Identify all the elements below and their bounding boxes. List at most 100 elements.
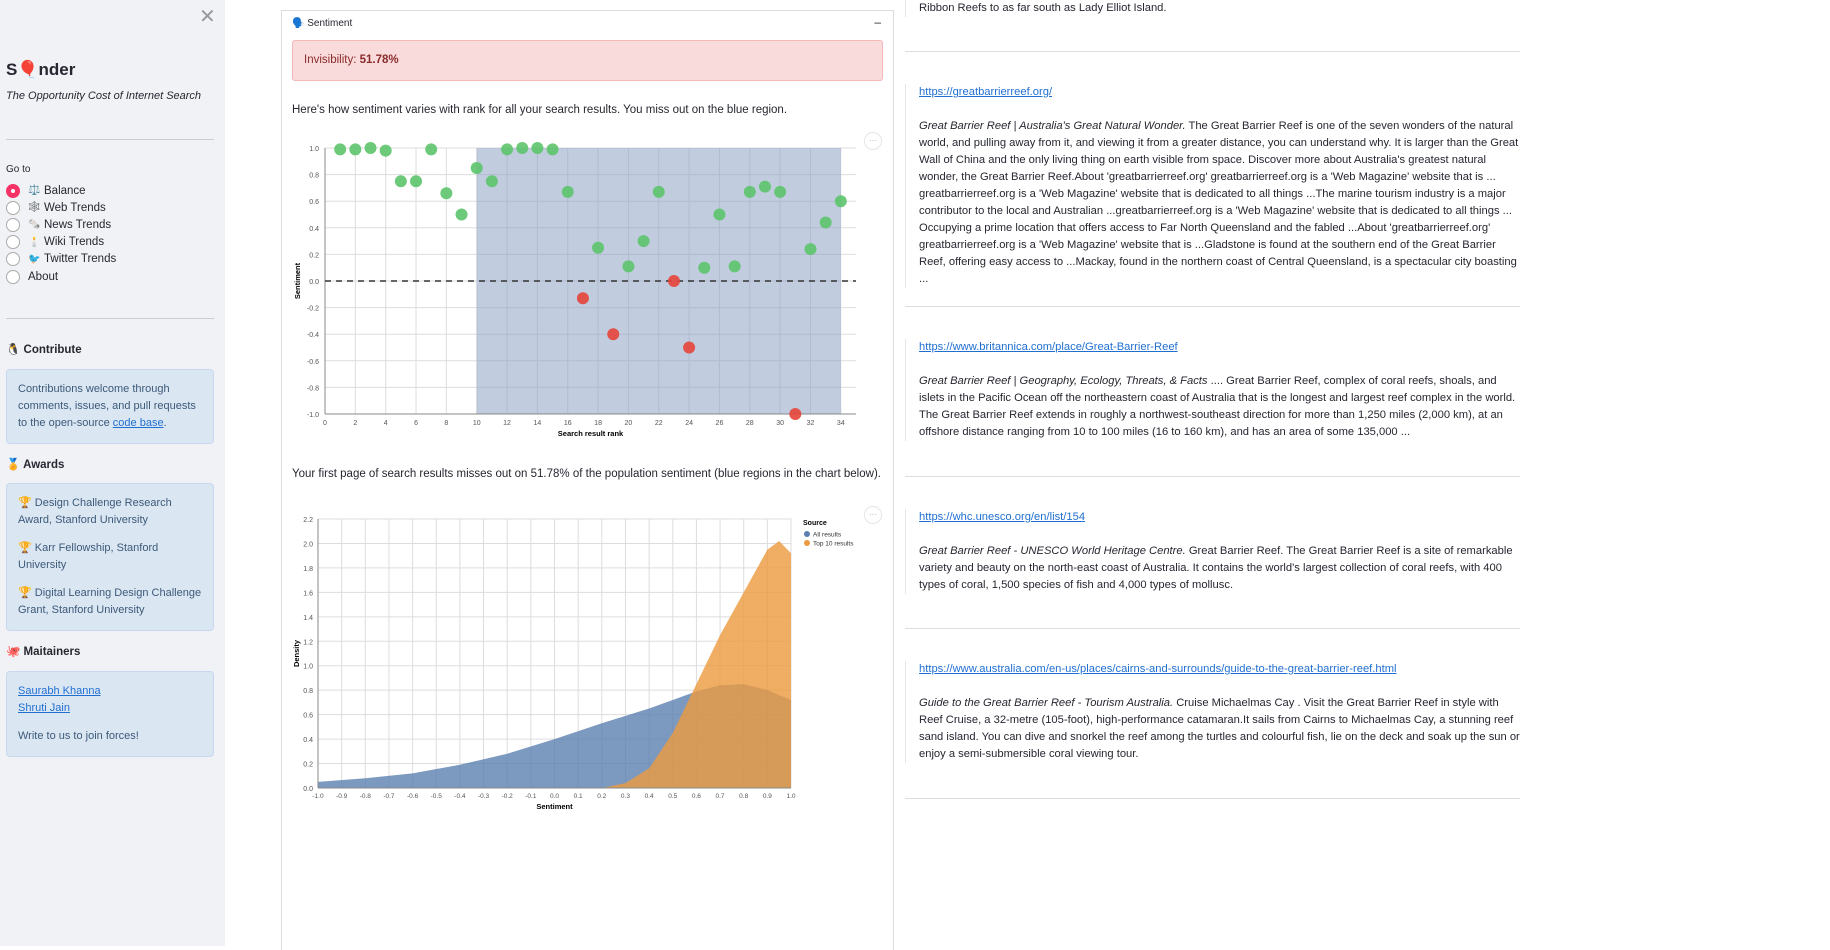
x-tick-label: 0.1 bbox=[574, 793, 583, 800]
data-point bbox=[576, 292, 589, 305]
radio[interactable] bbox=[6, 269, 20, 284]
join-note: Write to us to join forces! bbox=[18, 730, 139, 742]
data-point bbox=[349, 143, 362, 156]
x-tick-label: 0.9 bbox=[763, 793, 772, 800]
data-point bbox=[394, 175, 407, 188]
y-tick-label: -0.2 bbox=[307, 306, 319, 313]
radio-selected[interactable] bbox=[6, 183, 20, 198]
x-tick-label: 0.5 bbox=[668, 793, 677, 800]
awards-heading: 🏅 Awards bbox=[6, 457, 64, 471]
nav-about[interactable]: About bbox=[6, 268, 116, 285]
nav-balance[interactable]: ⚖️ Balance bbox=[6, 182, 116, 199]
code-base-link[interactable]: code base bbox=[112, 417, 164, 429]
divider bbox=[905, 51, 1520, 52]
result-link[interactable]: https://www.britannica.com/place/Great-B… bbox=[919, 341, 1178, 353]
data-point bbox=[561, 185, 574, 198]
radio[interactable] bbox=[6, 200, 20, 215]
y-tick-label: 0.6 bbox=[303, 713, 313, 720]
data-point bbox=[622, 260, 635, 273]
contribute-heading: 🐧 Contribute bbox=[6, 342, 82, 356]
data-point bbox=[637, 235, 650, 248]
y-tick-label: 1.2 bbox=[303, 639, 313, 646]
y-tick-label: 1.0 bbox=[309, 146, 319, 153]
maintainer-link[interactable]: Saurabh Khanna bbox=[18, 685, 101, 697]
data-point bbox=[698, 261, 711, 274]
maintainers-heading: 🐙 Maitainers bbox=[6, 644, 80, 658]
data-point bbox=[774, 185, 787, 198]
collapse-button[interactable]: – bbox=[874, 15, 881, 29]
close-sidebar-icon[interactable]: ✕ bbox=[199, 6, 216, 28]
maintainers-box: Saurabh Khanna Shruti Jain Write to us t… bbox=[6, 671, 214, 757]
radio[interactable] bbox=[6, 252, 20, 267]
nav-wiki-trends[interactable]: 🕯️ Wiki Trends bbox=[6, 234, 116, 251]
data-point bbox=[440, 187, 453, 200]
data-point bbox=[516, 142, 529, 154]
y-tick-label: 0.2 bbox=[303, 762, 313, 769]
radio[interactable] bbox=[6, 235, 20, 250]
x-tick-label: 0 bbox=[323, 420, 327, 427]
result-snippet: Great Barrier Reef. The Great Barrier Re… bbox=[919, 545, 1513, 591]
x-tick-label: 8 bbox=[444, 420, 448, 427]
data-point bbox=[652, 185, 665, 198]
bird-icon: 🐦 bbox=[28, 253, 41, 265]
result-title: Great Barrier Reef | Australia's Great N… bbox=[919, 120, 1186, 132]
chart-menu-button[interactable]: ··· bbox=[864, 132, 882, 150]
octopus-icon: 🐙 bbox=[6, 646, 21, 658]
title-part: nder bbox=[38, 60, 76, 79]
y-tick-label: -1.0 bbox=[307, 412, 319, 419]
x-tick-label: 0.7 bbox=[716, 793, 725, 800]
y-tick-label: 1.8 bbox=[303, 566, 313, 573]
x-tick-label: -0.9 bbox=[336, 793, 348, 800]
x-tick-label: -0.5 bbox=[431, 793, 443, 800]
result-link[interactable]: https://greatbarrierreef.org/ bbox=[919, 86, 1053, 98]
award-item: 🏆 Design Challenge Research Award, Stanf… bbox=[18, 497, 172, 526]
nav-label: Web Trends bbox=[44, 201, 106, 214]
x-tick-label: 6 bbox=[414, 420, 418, 427]
heading-text: Awards bbox=[23, 459, 65, 471]
awards-box: 🏆 Design Challenge Research Award, Stanf… bbox=[6, 483, 214, 631]
x-tick-label: -0.8 bbox=[360, 793, 372, 800]
y-tick-label: 0.0 bbox=[309, 279, 319, 286]
x-tick-label: 12 bbox=[503, 420, 511, 427]
divider bbox=[6, 318, 214, 319]
divider bbox=[6, 139, 214, 140]
nav-web-trends[interactable]: 🕸️ Web Trends bbox=[6, 199, 116, 216]
newspaper-icon: 🗞️ bbox=[28, 219, 41, 231]
x-tick-label: 2 bbox=[353, 420, 357, 427]
divider bbox=[905, 628, 1520, 629]
award-item: 🏆 Karr Fellowship, Stanford University bbox=[18, 542, 159, 571]
contribute-box: Contributions welcome through comments, … bbox=[6, 369, 214, 444]
result-link[interactable]: https://www.australia.com/en-us/places/c… bbox=[919, 663, 1397, 675]
radio[interactable] bbox=[6, 217, 20, 232]
y-tick-label: 0.8 bbox=[303, 688, 313, 695]
nav-label: Wiki Trends bbox=[44, 236, 105, 249]
data-point bbox=[789, 408, 802, 420]
result-title: Guide to the Great Barrier Reef - Touris… bbox=[919, 697, 1174, 709]
nav-radio-group: ⚖️ Balance 🕸️ Web Trends 🗞️ News Trends 🕯️ W… bbox=[6, 182, 116, 285]
app-title: S🎈nder bbox=[6, 60, 75, 80]
nav-news-trends[interactable]: 🗞️ News Trends bbox=[6, 216, 116, 233]
heading-text: Contribute bbox=[23, 344, 82, 356]
x-tick-label: 0.2 bbox=[597, 793, 606, 800]
alert-label: Invisibility: bbox=[304, 54, 360, 66]
y-tick-label: 0.4 bbox=[303, 737, 313, 744]
period: . bbox=[163, 417, 167, 429]
y-tick-label: 2.0 bbox=[303, 541, 313, 548]
data-point bbox=[758, 180, 771, 193]
result-link[interactable]: https://whc.unesco.org/en/list/154 bbox=[919, 511, 1086, 523]
result-item: https://www.australia.com/en-us/places/c… bbox=[905, 661, 1520, 763]
y-tick-label: 0.6 bbox=[309, 199, 319, 206]
data-point bbox=[334, 143, 347, 156]
x-tick-label: 28 bbox=[746, 420, 754, 427]
x-tick-label: 24 bbox=[685, 420, 693, 427]
sentiment-rank-chart: 1.0 0.8 0.6 0.4 0.2 0.0 -0.2 -0.4 -0.6 -0.8 -1.0 0 2… bbox=[293, 142, 856, 438]
result-item: https://whc.unesco.org/en/list/154 Great … bbox=[905, 509, 1520, 594]
expander-header[interactable]: 🗣️ Sentiment bbox=[292, 18, 352, 29]
chart-menu-button[interactable]: ··· bbox=[864, 506, 882, 524]
maintainer-link[interactable]: Shruti Jain bbox=[18, 702, 70, 714]
nav-twitter-trends[interactable]: 🐦 Twitter Trends bbox=[6, 251, 116, 268]
web-icon: 🕸️ bbox=[28, 202, 41, 214]
speaking-head-icon: 🗣️ bbox=[292, 18, 305, 29]
balloon-icon: 🎈 bbox=[17, 60, 39, 79]
invisibility-alert: Invisibility: 51.78% bbox=[292, 40, 883, 81]
